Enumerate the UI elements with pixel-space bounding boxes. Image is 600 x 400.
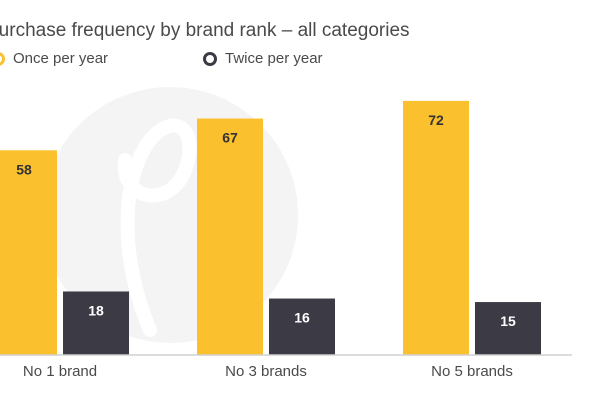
legend-item-twice-per-year: Twice per year [203,50,323,67]
data-label-0-0: 58 [16,161,32,177]
chart-title: Purchase frequency by brand rank – all c… [0,20,410,41]
x-tick-label-0: No 1 brand [23,363,97,380]
legend-swatch-twice-icon [203,51,217,66]
legend-label-twice-per-year: Twice per year [225,50,323,67]
bar-1-0 [197,118,263,355]
legend-label-once-per-year: Once per year [13,50,109,67]
data-label-2-0: 72 [428,112,444,128]
bar-0-0 [0,150,57,355]
data-label-0-1: 18 [88,302,104,318]
x-tick-label-2: No 5 brands [431,363,513,380]
data-label-2-1: 15 [500,313,516,329]
bar-2-1 [475,302,541,355]
legend-swatch-once-icon [0,51,5,66]
bar-1-1 [269,298,335,355]
data-label-1-0: 67 [222,130,238,146]
data-label-1-1: 16 [294,310,310,326]
bar-2-0 [403,100,469,355]
legend-item-once-per-year: Once per year [0,50,108,67]
bar-0-1 [63,291,129,355]
x-tick-label-1: No 3 brands [225,363,307,380]
